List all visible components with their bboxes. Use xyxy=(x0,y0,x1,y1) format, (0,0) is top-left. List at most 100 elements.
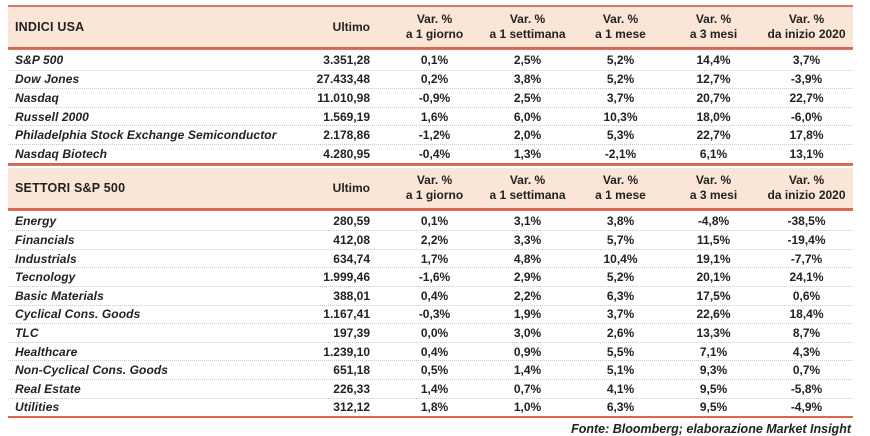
table-row: Nasdaq 11.010,98 -0,9% 2,5% 3,7% 20,7% 22,7% xyxy=(8,88,853,107)
percent-change-value: 0,5% xyxy=(420,363,449,378)
column-header-line2: a 1 giorno xyxy=(405,27,464,41)
percent-change-value: 9,5% xyxy=(699,381,728,396)
percent-change-value: 11,5% xyxy=(696,232,731,247)
row-label: Real Estate xyxy=(15,381,81,396)
column-header-line2: a 3 mesi xyxy=(689,187,738,202)
percent-change-value: -0,3% xyxy=(418,307,451,322)
table-row: Financials 412,08 2,2% 3,3% 5,7% 11,5% -19,4% xyxy=(8,230,853,249)
row-label: Nasdaq Biotech xyxy=(15,146,108,161)
column-header-var: Var. % a 3 mesi xyxy=(667,173,760,203)
table-row: Basic Materials 388,01 0,4% 2,2% 6,3% 17,5% 0,… xyxy=(8,285,853,305)
table-row: Dow Jones 27.433,48 0,2% 3,8% 5,2% 12,7% -3,9% xyxy=(8,69,853,89)
percent-change-value: 5,2% xyxy=(606,53,635,68)
percent-change-value: 3,3% xyxy=(513,232,542,247)
percent-change-value: 0,2% xyxy=(420,72,449,87)
column-header-var: Var. % a 1 giorno xyxy=(388,12,481,42)
table-row: Industrials 634,74 1,7% 4,8% 10,4% 19,1% -7,7% xyxy=(8,248,853,268)
percent-change-value: 0,6% xyxy=(792,288,821,303)
percent-change-value: 12,7% xyxy=(696,72,731,87)
percent-change-value: 0,0% xyxy=(420,325,449,340)
percent-change-value: 9,5% xyxy=(699,400,728,415)
table-row: Tecnology 1.999,46 -1,6% 2,9% 5,2% 20,1% 24,1% xyxy=(8,267,853,286)
table-row: Utilities 312,12 1,8% 1,0% 6,3% 9,5% -4,9% xyxy=(8,397,853,417)
percent-change-value: 24,1% xyxy=(789,270,824,285)
percent-change-value: 3,8% xyxy=(513,72,542,87)
percent-change-value: -1,6% xyxy=(418,270,451,285)
percent-change-value: 3,7% xyxy=(606,307,635,322)
percent-change-value: -38,5% xyxy=(787,213,826,228)
table-row: Russell 2000 1.569,19 1,6% 6,0% 10,3% 18,0% -6… xyxy=(8,106,853,126)
percent-change-value: 5,7% xyxy=(606,232,635,247)
column-header-line2: a 1 giorno xyxy=(405,187,464,202)
column-header-var: Var. % a 1 mese xyxy=(574,12,667,42)
row-label: Basic Materials xyxy=(15,288,104,303)
column-header-var: Var. % a 3 mesi xyxy=(667,12,760,42)
percent-change-value: 1,3% xyxy=(513,146,542,161)
percent-change-value: 9,3% xyxy=(699,363,728,378)
percent-change-value: 8,7% xyxy=(792,325,821,340)
percent-change-value: 4,8% xyxy=(513,251,542,266)
percent-change-value: 13,3% xyxy=(696,325,731,340)
last-price-value: 1.999,46 xyxy=(323,270,370,285)
table-row: TLC 197,39 0,0% 3,0% 2,6% 13,3% 8,7% xyxy=(8,323,853,342)
section-divider xyxy=(8,162,853,166)
last-price-value: 197,39 xyxy=(333,325,370,340)
percent-change-value: 3,1% xyxy=(513,213,542,228)
header-divider xyxy=(8,207,853,211)
row-label: TLC xyxy=(15,325,39,340)
percent-change-value: -0,4% xyxy=(418,146,451,161)
percent-change-value: 0,4% xyxy=(420,288,449,303)
percent-change-value: 3,7% xyxy=(792,53,821,68)
table-row: Non-Cyclical Cons. Goods 651,18 0,5% 1,4% 5,… xyxy=(8,360,853,379)
table-row: Philadelphia Stock Exchange Semiconducto… xyxy=(8,125,853,144)
percent-change-value: 17,5% xyxy=(696,288,731,303)
percent-change-value: 14,4% xyxy=(696,53,731,68)
percent-change-value: 6,0% xyxy=(513,109,542,124)
percent-change-value: 2,2% xyxy=(420,232,449,247)
last-price-value: 1.569,19 xyxy=(323,109,370,124)
percent-change-value: -4,9% xyxy=(790,400,823,415)
column-header-line1: Var. % xyxy=(602,12,639,26)
row-label: Energy xyxy=(15,213,57,228)
table-row: S&P 500 3.351,28 0,1% 2,5% 5,2% 14,4% 3,7% xyxy=(8,51,853,70)
percent-change-value: 0,1% xyxy=(420,213,449,228)
percent-change-value: 0,4% xyxy=(420,344,449,359)
column-header-line2: da inizio 2020 xyxy=(767,27,846,41)
percent-change-value: 1,6% xyxy=(420,109,449,124)
row-label: Russell 2000 xyxy=(15,109,89,124)
percent-change-value: 10,3% xyxy=(603,109,638,124)
column-header-var: Var. % da inizio 2020 xyxy=(760,173,853,203)
last-price-value: 280,59 xyxy=(333,213,370,228)
section-title: SETTORI S&P 500 xyxy=(15,180,126,195)
percent-change-value: 1,7% xyxy=(420,251,449,266)
table-row: Nasdaq Biotech 4.280,95 -0,4% 1,3% -2,1% 6,1%… xyxy=(8,143,853,163)
last-price-value: 312,12 xyxy=(333,400,370,415)
percent-change-value: 13,1% xyxy=(789,146,824,161)
percent-change-value: 1,0% xyxy=(513,400,542,415)
percent-change-value: 3,7% xyxy=(606,90,635,105)
last-price-value: 634,74 xyxy=(333,251,370,266)
percent-change-value: -19,4% xyxy=(787,232,826,247)
row-label: Healthcare xyxy=(15,344,78,359)
column-header-line1: Var. % xyxy=(695,172,732,187)
percent-change-value: 19,1% xyxy=(696,251,731,266)
table-bottom-rule xyxy=(8,416,853,419)
percent-change-value: 3,8% xyxy=(606,213,635,228)
column-header-line1: Var. % xyxy=(695,12,732,26)
percent-change-value: 6,3% xyxy=(606,288,635,303)
column-header-line2: a 1 settimana xyxy=(489,27,566,41)
percent-change-value: 20,1% xyxy=(696,270,731,285)
percent-change-value: -5,8% xyxy=(790,381,823,396)
percent-change-value: 2,5% xyxy=(513,53,542,68)
percent-change-value: 1,9% xyxy=(513,307,542,322)
percent-change-value: 2,9% xyxy=(513,270,542,285)
percent-change-value: 3,0% xyxy=(513,325,542,340)
row-label: Nasdaq xyxy=(15,90,59,105)
percent-change-value: 4,1% xyxy=(606,381,635,396)
percent-change-value: 7,1% xyxy=(699,344,728,359)
column-header-var: Var. % a 1 giorno xyxy=(388,173,481,203)
us-indices-rows: S&P 500 3.351,28 0,1% 2,5% 5,2% 14,4% 3,7% Dow … xyxy=(8,50,853,163)
column-header-line1: Var. % xyxy=(788,172,825,187)
row-label: Industrials xyxy=(15,251,77,266)
last-price-value: 412,08 xyxy=(333,232,370,247)
